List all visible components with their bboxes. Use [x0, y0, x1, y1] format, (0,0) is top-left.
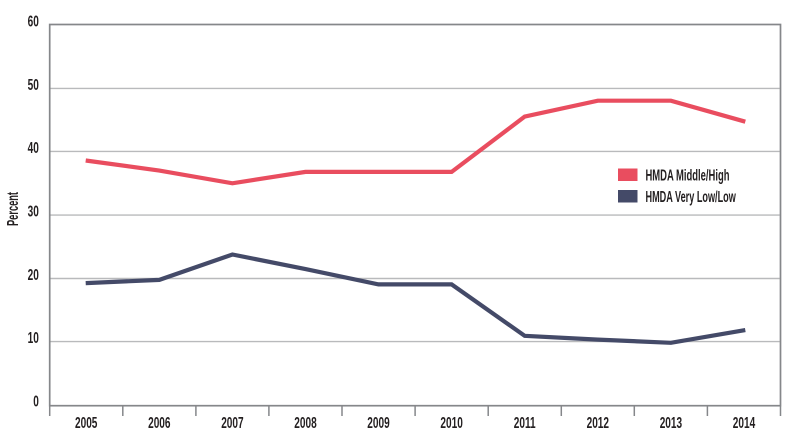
svg-text:60: 60	[28, 12, 39, 30]
svg-text:2009: 2009	[367, 413, 389, 431]
svg-text:10: 10	[28, 329, 39, 347]
svg-text:HMDA Middle/High: HMDA Middle/High	[646, 166, 730, 184]
svg-text:2006: 2006	[148, 413, 170, 431]
svg-text:40: 40	[28, 139, 39, 157]
svg-text:2008: 2008	[294, 413, 317, 431]
svg-text:2012: 2012	[587, 413, 609, 431]
svg-text:HMDA Very Low/Low: HMDA Very Low/Low	[646, 187, 737, 205]
svg-text:2013: 2013	[660, 413, 682, 431]
svg-text:2011: 2011	[514, 413, 536, 431]
svg-text:2007: 2007	[221, 413, 243, 431]
svg-text:2010: 2010	[440, 413, 462, 431]
svg-text:0: 0	[33, 392, 39, 410]
svg-text:20: 20	[28, 266, 39, 284]
svg-text:30: 30	[28, 202, 39, 220]
svg-text:2005: 2005	[75, 413, 98, 431]
svg-text:2014: 2014	[733, 413, 756, 431]
svg-text:Percent: Percent	[3, 192, 21, 226]
svg-text:50: 50	[28, 76, 39, 94]
